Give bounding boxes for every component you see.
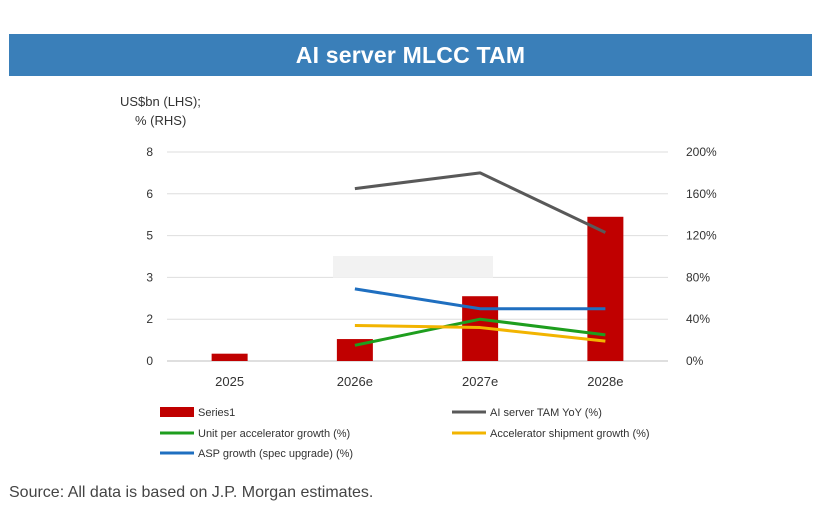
chart: 0 0% 2 40% 3 80% 5 120% 6 160% 8 200% 2025 2026e 2027e… <box>120 94 717 460</box>
legend-label: Accelerator shipment growth (%) <box>490 428 650 440</box>
legend-swatch-bar <box>160 407 194 417</box>
y-left-tick-label: 8 <box>146 145 153 159</box>
bars <box>211 216 624 361</box>
y-left-tick-label: 5 <box>146 229 153 243</box>
legend-label: ASP growth (spec upgrade) (%) <box>198 448 353 460</box>
y-right-tick-label: 120% <box>686 229 717 243</box>
y-axis-title-line-1: US$bn (LHS); <box>120 94 201 109</box>
bar-series1 <box>211 353 248 361</box>
series-lines <box>354 171 607 347</box>
chart-title: AI server MLCC TAM <box>295 41 526 68</box>
series-line <box>354 323 606 343</box>
tick-labels: 0 0% 2 40% 3 80% 5 120% 6 160% 8 200% 2025 2026e 2027e… <box>146 145 717 389</box>
y-right-tick-label: 0% <box>686 354 704 368</box>
y-left-tick-label: 2 <box>146 312 153 326</box>
series-line <box>354 287 606 311</box>
y-right-tick-label: 80% <box>686 270 710 284</box>
y-left-tick-label: 6 <box>146 187 153 201</box>
source-note: Source: All data is based on J.P. Morgan… <box>9 484 374 501</box>
y-left-tick-label: 3 <box>146 270 153 284</box>
series-line <box>354 317 606 347</box>
y-axis-title-line-2: % (RHS) <box>135 113 186 128</box>
legend: Series1 AI server TAM YoY (%) Unit per acc… <box>160 407 650 460</box>
x-tick-label: 2028e <box>587 374 623 389</box>
y-right-tick-label: 160% <box>686 187 717 201</box>
bar-series1 <box>587 216 624 361</box>
series-line <box>354 171 607 234</box>
x-tick-label: 2026e <box>337 374 373 389</box>
legend-label: Unit per accelerator growth (%) <box>198 428 350 440</box>
legend-label: AI server TAM YoY (%) <box>490 407 602 419</box>
y-right-tick-label: 200% <box>686 145 717 159</box>
chart-title-banner: AI server MLCC TAM <box>9 34 812 76</box>
legend-label: Series1 <box>198 407 235 419</box>
x-tick-label: 2025 <box>215 374 244 389</box>
y-right-tick-label: 40% <box>686 312 710 326</box>
masked-watermark-region <box>333 256 493 278</box>
y-left-tick-label: 0 <box>146 354 153 368</box>
x-tick-label: 2027e <box>462 374 498 389</box>
